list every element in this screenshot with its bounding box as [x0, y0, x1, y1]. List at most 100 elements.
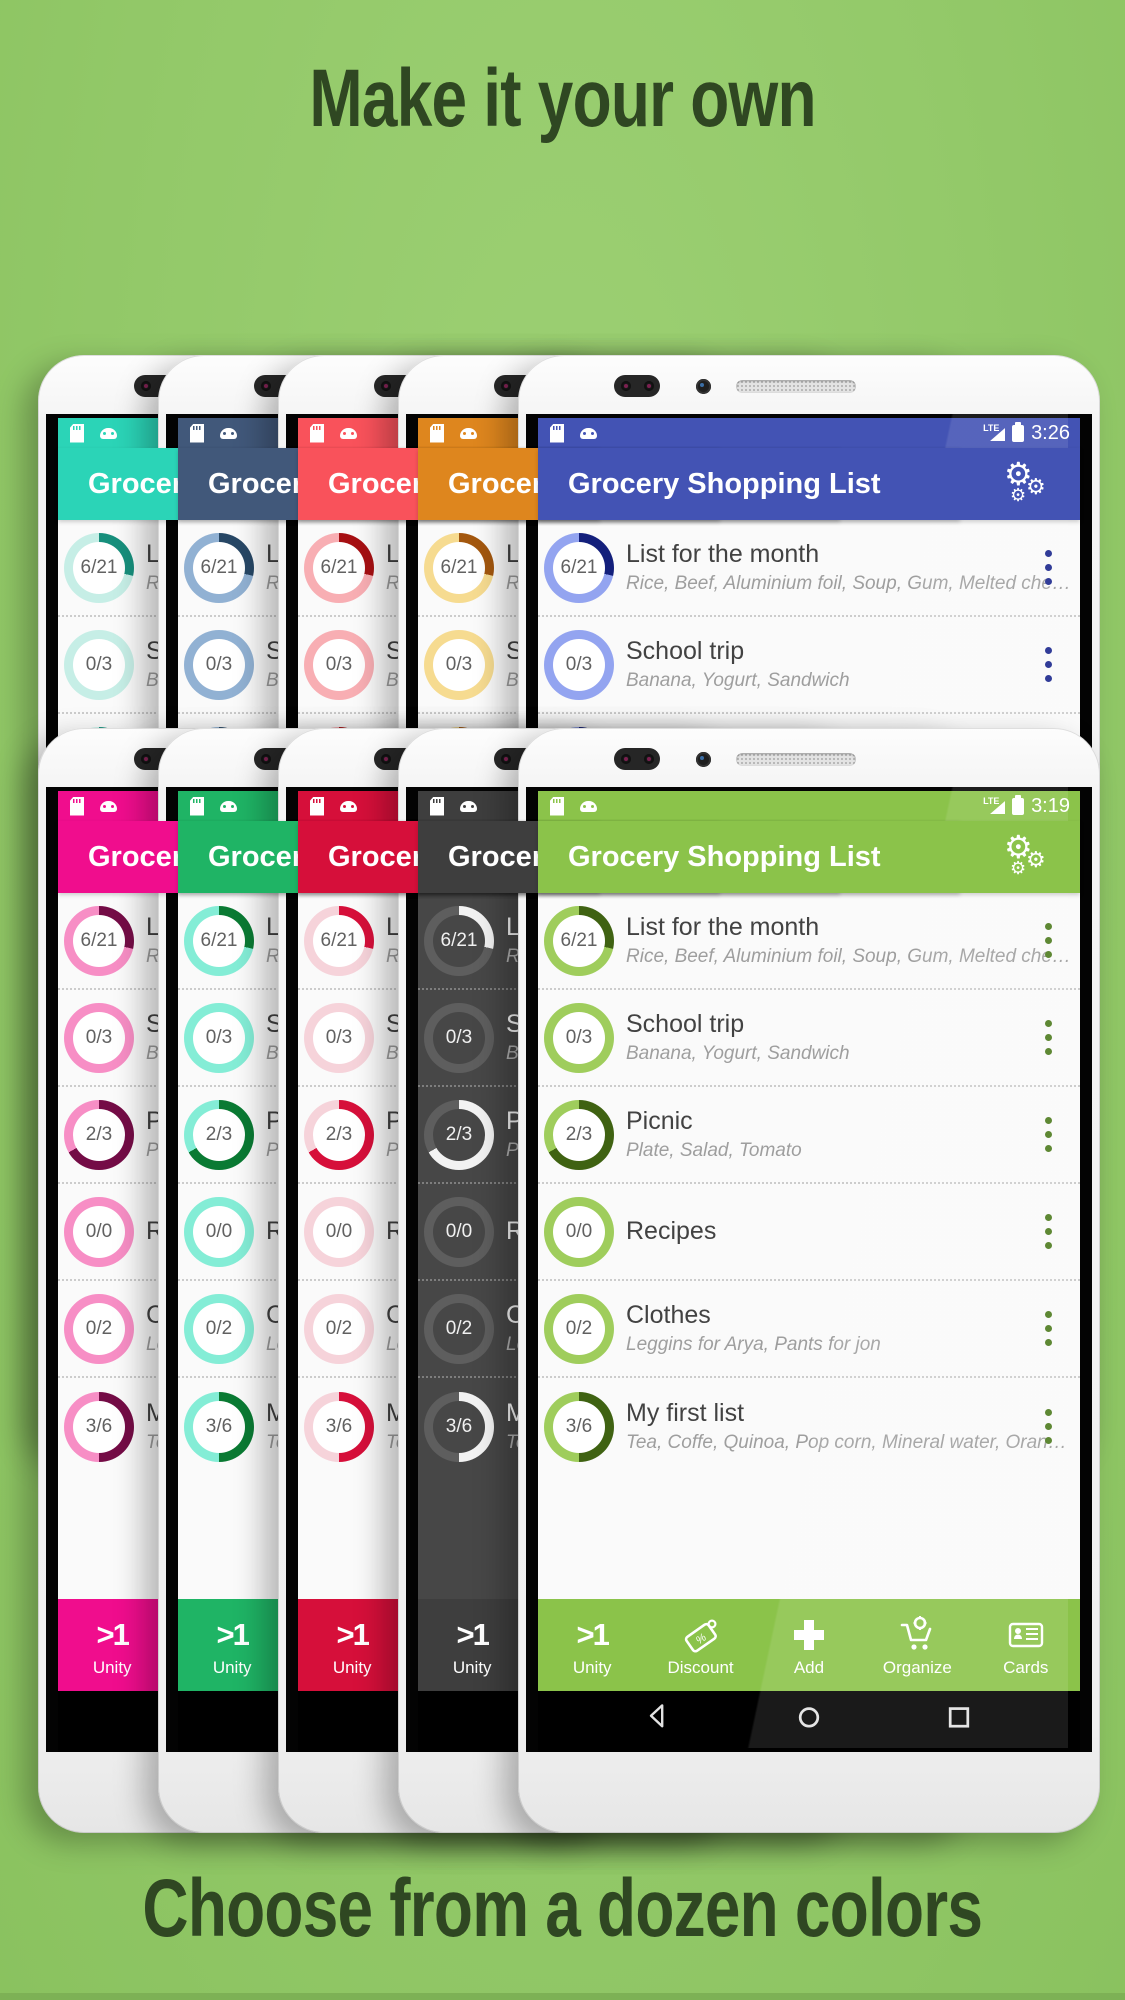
row-menu-icon[interactable] [1044, 1214, 1052, 1249]
sd-card-icon [550, 796, 564, 816]
progress-circle: 0/3 [64, 1002, 134, 1073]
toolbar-unity-button[interactable]: >1 Unity [304, 1613, 400, 1678]
dual-camera-icon [614, 375, 660, 397]
settings-gears-icon[interactable]: ⚙⚙⚙ [1004, 456, 1046, 505]
row-menu-icon[interactable] [1044, 923, 1052, 958]
android-robot-icon [340, 427, 357, 439]
unity-icon: >1 [336, 1616, 370, 1652]
unity-icon: >1 [217, 1613, 250, 1657]
progress-circle: 2/3 [64, 1099, 134, 1170]
list-row[interactable]: 6/21 List for the month Rice, Beef, Alumin… [538, 893, 1080, 990]
status-time: 3:19 [1031, 794, 1070, 817]
unity-icon: >1 [576, 1616, 610, 1652]
progress-circle: 3/6 [64, 1391, 134, 1462]
row-menu-icon[interactable] [1044, 1311, 1052, 1346]
unity-icon: >1 [336, 1613, 370, 1657]
list-name: Clothes [626, 1301, 711, 1330]
toolbar-unity-button[interactable]: >1 Unity [544, 1613, 640, 1678]
battery-icon [1012, 794, 1025, 815]
unity-icon: >1 [96, 1616, 130, 1652]
list-name: Recipes [626, 1217, 717, 1246]
progress-circle: 6/21 [424, 905, 494, 976]
toolbar-unity-button[interactable]: >1 Unity [184, 1613, 280, 1678]
list-row[interactable]: 6/21 List for the month Rice, Beef, Alumin… [538, 520, 1080, 617]
sd-card-icon [430, 423, 444, 443]
progress-circle: 0/0 [424, 1196, 494, 1267]
toolbar-unity-button[interactable]: >1 Unity [424, 1613, 520, 1678]
row-menu-icon[interactable] [1044, 1020, 1052, 1055]
nav-back-icon[interactable] [643, 1703, 675, 1740]
progress-circle: 0/3 [424, 1002, 494, 1073]
progress-circle: 0/3 [544, 629, 614, 700]
progress-circle: 0/3 [424, 629, 494, 700]
sd-card-icon [190, 423, 204, 443]
list-items-preview: Banana, Yogurt, Sandwich [626, 669, 850, 691]
progress-circle: 0/2 [64, 1293, 134, 1364]
android-robot-icon [460, 800, 477, 812]
progress-circle: 0/2 [184, 1293, 254, 1364]
progress-circle: 0/3 [184, 1002, 254, 1073]
progress-circle: 0/3 [544, 1002, 614, 1073]
progress-circle: 0/3 [304, 629, 374, 700]
sd-card-icon [310, 796, 324, 816]
unity-icon: >1 [456, 1616, 490, 1652]
phone-green: LTE 3:19 Grocery Shopping List ⚙ ⚙ ⚙ 6/21 List… [518, 728, 1100, 1833]
add-plus-icon [789, 1613, 829, 1657]
list-row[interactable]: 0/3 School trip Banana, Yogurt, Sandwich [538, 990, 1080, 1087]
list-name: School trip [626, 1010, 745, 1039]
phone-screen: LTE 3:19 Grocery Shopping List ⚙⚙⚙ 6/21 List… [526, 787, 1092, 1752]
toolbar-label: Discount [667, 1657, 734, 1677]
progress-circle: 3/6 [184, 1391, 254, 1462]
list-items-preview: Leggins for Arya, Pants for jon [626, 1333, 881, 1355]
settings-gears-icon[interactable]: ⚙⚙⚙ [1004, 829, 1046, 878]
unity-icon: >1 [456, 1613, 490, 1657]
toolbar-cards-button[interactable]: Cards [978, 1613, 1074, 1678]
toolbar-label: Unity [92, 1657, 132, 1677]
front-camera-icon [696, 752, 711, 767]
list-row[interactable]: 2/3 Picnic Plate, Salad, Tomato [538, 1087, 1080, 1184]
row-menu-icon[interactable] [1044, 1117, 1052, 1152]
list-items-preview: Plate, Salad, Tomato [626, 1139, 802, 1161]
battery-icon [1012, 421, 1025, 442]
app-bar: Grocery Shopping List ⚙⚙⚙ [538, 448, 1080, 520]
toolbar-unity-button[interactable]: >1 Unity [64, 1613, 160, 1678]
bottom-edge [0, 1993, 1125, 2000]
cards-icon [1006, 1613, 1046, 1657]
progress-circle: 6/21 [304, 905, 374, 976]
list-items-preview: Tea, Coffe, Quinoa, Pop corn, Mineral wa… [626, 1431, 1067, 1453]
sd-card-icon [190, 796, 204, 816]
signal-icon: LTE [983, 423, 1006, 441]
row-menu-icon[interactable] [1044, 550, 1052, 585]
status-bar: LTE 3:19 [538, 791, 1080, 821]
progress-circle: 0/0 [304, 1196, 374, 1267]
list-row[interactable]: 0/2 Clothes Leggins for Arya, Pants for jo… [538, 1281, 1080, 1378]
progress-circle: 0/3 [304, 1002, 374, 1073]
toolbar-organize-button[interactable]: Organize [869, 1613, 965, 1678]
android-robot-icon [220, 427, 237, 439]
progress-circle: 0/3 [184, 629, 254, 700]
earpiece-speaker [736, 753, 856, 766]
progress-circle: 6/21 [424, 532, 494, 603]
toolbar-label: Organize [882, 1657, 952, 1677]
sd-card-icon [550, 423, 564, 443]
android-robot-icon [580, 800, 597, 812]
list-items-preview: Banana, Yogurt, Sandwich [626, 1042, 850, 1064]
list-row[interactable]: 0/0 Recipes [538, 1184, 1080, 1281]
list-name: List for the month [626, 540, 820, 569]
nav-home-icon[interactable] [793, 1703, 825, 1740]
discount-tag-icon: % [681, 1613, 721, 1657]
list-row[interactable]: 0/3 School trip Banana, Yogurt, Sandwich [538, 617, 1080, 714]
toolbar-label: Unity [452, 1657, 492, 1677]
signal-icon: LTE [983, 796, 1006, 814]
row-menu-icon[interactable] [1044, 647, 1052, 682]
progress-circle: 0/0 [64, 1196, 134, 1267]
toolbar-add-button[interactable]: Add [761, 1613, 857, 1678]
list-row[interactable]: 3/6 My first list Tea, Coffe, Quinoa, Pop … [538, 1378, 1080, 1475]
nav-recents-icon[interactable] [943, 1703, 975, 1740]
toolbar-discount-button[interactable]: % Discount [653, 1613, 749, 1678]
sd-card-icon [70, 423, 84, 443]
progress-circle: 6/21 [544, 532, 614, 603]
list-items-preview: Rice, Beef, Aluminium foil, Soup, Gum, M… [626, 945, 1071, 967]
row-menu-icon[interactable] [1044, 1409, 1052, 1444]
promo-title: Make it your own [309, 53, 816, 144]
